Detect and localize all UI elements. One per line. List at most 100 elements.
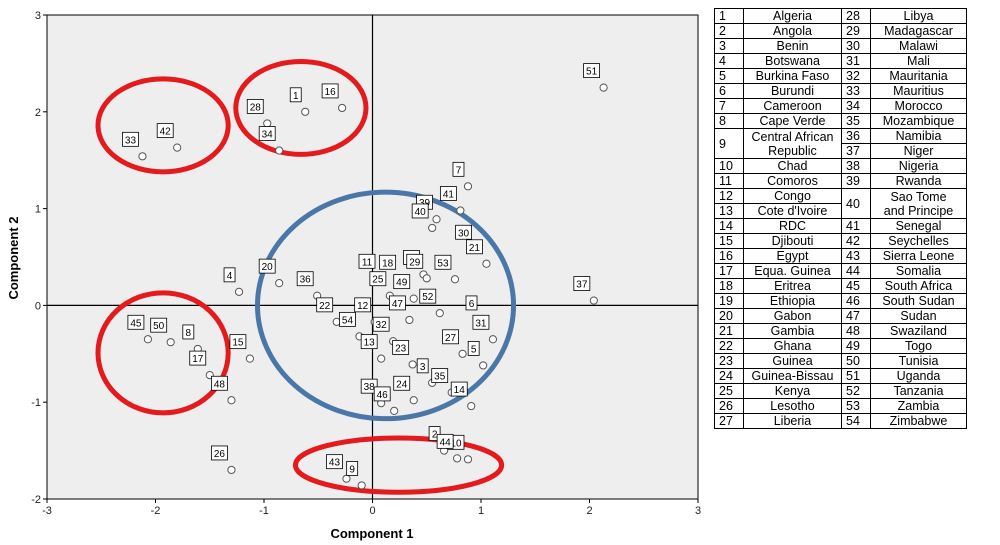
point-label: 21 [469, 243, 481, 254]
table-cell: Ethiopia [743, 293, 842, 309]
point-label-box [182, 324, 195, 340]
table-cell: 4 [714, 53, 744, 69]
point-label: 28 [250, 102, 262, 113]
point-label: 33 [125, 135, 137, 146]
point-label-box [360, 378, 378, 394]
point-label-box [406, 253, 424, 269]
data-point [143, 335, 153, 344]
table-cell: Nigeria [870, 158, 967, 174]
point-label: 27 [445, 333, 457, 344]
table-cell: 46 [841, 293, 871, 309]
data-point [479, 361, 488, 370]
point-label: 32 [376, 320, 388, 331]
data-point [390, 406, 399, 416]
point-label-box [419, 288, 437, 304]
country-legend-table: 1 Algeria 28 Libya 2 Angola 29 Madagascar 3 Benin… [714, 8, 967, 429]
data-point [458, 349, 467, 358]
data-point [275, 279, 284, 288]
table-cell: Egypt [743, 248, 842, 264]
data-point [428, 223, 437, 233]
table-cell: 41 [841, 218, 871, 234]
x-axis-label: Component 1 [330, 526, 413, 541]
table-cell: 45 [841, 278, 871, 294]
table-cell: 40 [841, 188, 871, 219]
data-point [432, 215, 441, 224]
table-row: 15 Djibouti 42 Seychelles [714, 233, 967, 249]
point-label: 31 [475, 318, 487, 329]
point-label: 20 [262, 262, 274, 273]
table-cell: 51 [841, 368, 871, 384]
table-cell: Seychelles [870, 233, 967, 249]
table-cell: Malawi [870, 38, 967, 54]
table-cell: 8 [714, 113, 744, 129]
point-label-box [379, 254, 397, 270]
table-cell: 2 [714, 23, 744, 39]
point-label-box [428, 426, 441, 442]
table-row: 3 Benin 30 Malawi [714, 38, 967, 54]
point-label-box [211, 445, 228, 461]
table-cell: 12 [714, 188, 744, 204]
point-label-box [436, 433, 454, 449]
data-point [227, 465, 236, 475]
point-label-box [434, 254, 452, 270]
data-point [405, 315, 414, 325]
table-cell: Niger [870, 143, 967, 159]
point-label: 2 [432, 430, 438, 441]
table-cell: 36 [841, 128, 871, 144]
data-point [488, 335, 498, 344]
point-label: 6 [469, 299, 475, 310]
table-cell: 34 [841, 98, 871, 114]
point-label: 26 [214, 449, 226, 460]
table-row: 2 Angola 29 Madagascar [714, 23, 967, 39]
table-cell: Zambia [870, 398, 967, 414]
point-label: 16 [325, 87, 337, 98]
point-label-box [393, 375, 411, 391]
cluster-ellipse-blue [254, 189, 517, 422]
point-label: 53 [437, 258, 449, 269]
data-point [482, 259, 491, 268]
table-cell: Mozambique [870, 113, 967, 129]
table-cell: 44 [841, 263, 871, 279]
point-label: 14 [454, 385, 466, 396]
table-cell: Chad [743, 158, 842, 174]
data-point [166, 338, 175, 347]
table-cell: 13 [714, 203, 744, 219]
table-cell: Djibouti [743, 233, 842, 249]
point-label-box [369, 271, 387, 287]
table-row: 8 Cape Verde 35 Mozambique [714, 113, 967, 129]
point-label: 40 [415, 207, 427, 218]
point-label: 45 [130, 318, 142, 329]
table-row: 6 Burundi 33 Mauritius [714, 83, 967, 99]
table-cell: Guinea [743, 353, 842, 369]
point-label-box [360, 334, 378, 350]
point-label: 38 [364, 382, 376, 393]
data-point [589, 296, 598, 305]
point-label-box [393, 274, 411, 290]
table-cell: Kenya [743, 383, 842, 399]
table-cell: Togo [870, 338, 967, 354]
table-cell: 15 [714, 233, 744, 249]
table-cell: 5 [714, 68, 744, 84]
table-row: 13 Cote d'Ivoire [714, 203, 967, 219]
table-cell: Liberia [743, 413, 842, 429]
point-label-box [339, 311, 356, 327]
cluster-ellipse-red [292, 435, 505, 495]
table-cell: Equa. Guinea [743, 263, 842, 279]
point-label-box [373, 386, 391, 402]
table-cell: 17 [714, 263, 744, 279]
point-label-box [223, 267, 236, 283]
table-cell: South Sudan [870, 293, 967, 309]
table-row: 27 Liberia 54 Zimbabwe [714, 413, 967, 429]
table-cell: 32 [841, 68, 871, 84]
point-label-box [122, 131, 139, 147]
point-label-box [156, 123, 174, 139]
y-axis-label: Component 2 [6, 216, 21, 299]
point-label-box [316, 297, 334, 313]
data-point [450, 275, 460, 284]
table-cell: 14 [714, 218, 744, 234]
table-row: 24 Guinea-Bissau 51 Uganda [714, 368, 967, 384]
data-point [138, 152, 147, 161]
table-cell: 28 [841, 8, 871, 24]
point-label-box [189, 350, 207, 366]
table-row: 19 Ethiopia 46 South Sudan [714, 293, 967, 309]
